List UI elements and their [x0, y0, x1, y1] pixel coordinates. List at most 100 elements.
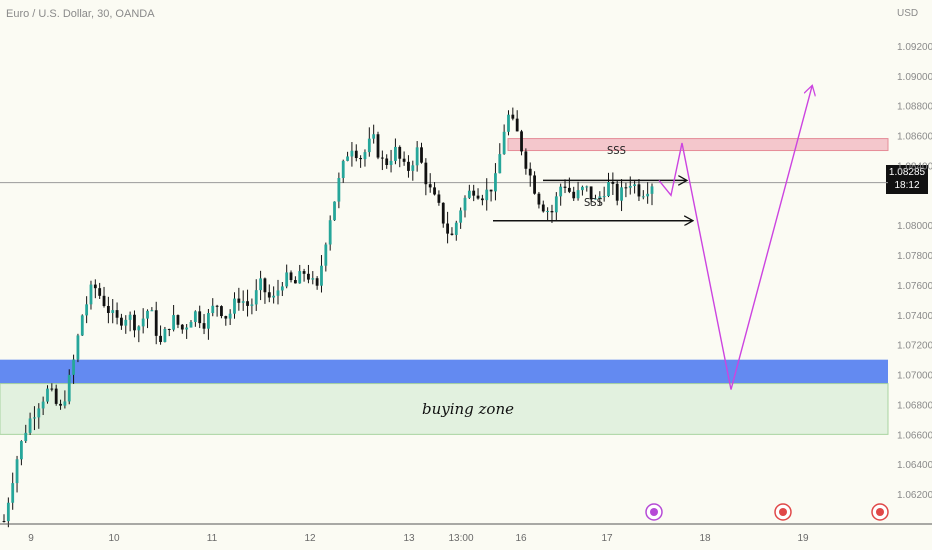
y-tick-label: 1.07800	[897, 251, 932, 262]
candle-body	[59, 403, 62, 406]
y-tick-label: 1.07200	[897, 341, 932, 352]
candle-body	[598, 196, 602, 199]
zone-0	[507, 138, 889, 152]
y-tick-label: 1.07400	[897, 311, 932, 322]
candle-body	[215, 305, 219, 307]
y-tick-label: 1.09000	[897, 72, 932, 83]
candle-body	[154, 310, 158, 336]
candle-body	[346, 156, 349, 161]
candle-body	[411, 165, 415, 171]
candle-body	[459, 210, 463, 223]
candle-body	[28, 418, 32, 433]
y-tick-label: 1.09200	[897, 42, 932, 53]
y-tick-label: 1.08400	[897, 161, 932, 172]
candle-body	[559, 186, 563, 197]
y-tick-label: 1.08000	[897, 221, 932, 232]
candle-body	[37, 408, 41, 418]
candle-body	[207, 313, 210, 329]
candle-body	[372, 134, 376, 139]
candle-body	[324, 244, 328, 266]
candle-body	[537, 193, 541, 205]
candle-body	[11, 483, 15, 503]
current-price: 1.08285	[888, 167, 926, 178]
candle-body	[515, 118, 519, 132]
candle-body	[246, 301, 249, 306]
y-tick-label: 1.07600	[897, 281, 932, 292]
candle-body	[615, 183, 619, 201]
candle-body	[367, 138, 371, 153]
candle-body	[567, 187, 571, 192]
y-tick-label: 1.08600	[897, 132, 932, 143]
candle-body	[376, 134, 380, 158]
candle-body	[637, 184, 641, 197]
candle-body	[581, 186, 584, 191]
candle-body	[150, 310, 154, 312]
candle-body	[106, 305, 110, 313]
candle-body	[420, 147, 423, 163]
candle-body	[415, 147, 419, 166]
y-tick-label: 1.06200	[897, 490, 932, 501]
candle-body	[76, 335, 80, 360]
candle-body	[385, 158, 389, 165]
candle-body	[467, 190, 471, 198]
candle-body	[528, 168, 532, 176]
x-tick-label: 19	[797, 533, 809, 544]
candle-body	[602, 196, 606, 198]
candle-body	[211, 305, 215, 314]
candle-body	[507, 114, 510, 132]
candle-body	[193, 311, 197, 322]
candle-body	[102, 295, 106, 306]
currency-label: USD	[897, 8, 918, 19]
candle-body	[33, 417, 36, 419]
candle-body	[407, 161, 410, 171]
candle-body	[220, 306, 223, 317]
candle-body	[172, 315, 176, 330]
candle-body	[633, 184, 637, 186]
candle-body	[550, 210, 554, 213]
candle-body	[476, 195, 480, 199]
candle-body	[624, 187, 628, 189]
candles	[2, 107, 654, 528]
candle-body	[437, 194, 441, 203]
candle-body	[241, 301, 245, 303]
candle-body	[502, 131, 506, 155]
candle-body	[546, 210, 550, 212]
candle-body	[180, 324, 184, 330]
candle-body	[428, 184, 432, 188]
candle-body	[15, 459, 19, 484]
candle-body	[259, 278, 262, 291]
candle-body	[24, 432, 28, 442]
candle-body	[272, 295, 276, 298]
candle-body	[650, 186, 654, 194]
candle-body	[350, 150, 354, 157]
candle-body	[176, 315, 180, 325]
candle-body	[198, 311, 202, 324]
countdown: 18:12	[894, 180, 920, 191]
candle-body	[124, 319, 128, 326]
candle-body	[185, 327, 189, 330]
x-tick-label: 17	[601, 533, 613, 544]
candle-body	[441, 202, 445, 224]
candle-body	[167, 328, 171, 330]
event-lightning-icon	[645, 503, 663, 521]
candle-body	[6, 502, 10, 522]
x-tick-label: 11	[207, 533, 218, 544]
candle-body	[128, 314, 132, 320]
candle-body	[67, 374, 71, 402]
candle-body	[446, 223, 449, 234]
zone-1	[0, 359, 888, 384]
candle-body	[93, 284, 97, 289]
candle-body	[141, 318, 145, 327]
candle-body	[554, 196, 558, 213]
candle-body	[85, 304, 89, 316]
candle-body	[480, 198, 484, 201]
candle-body	[189, 321, 193, 328]
candle-body	[628, 185, 632, 188]
candle-body	[485, 189, 489, 201]
candle-body	[472, 190, 476, 196]
candle-body	[341, 160, 345, 178]
zone-label: buying zone	[422, 400, 514, 418]
x-tick-label: 18	[699, 533, 711, 544]
